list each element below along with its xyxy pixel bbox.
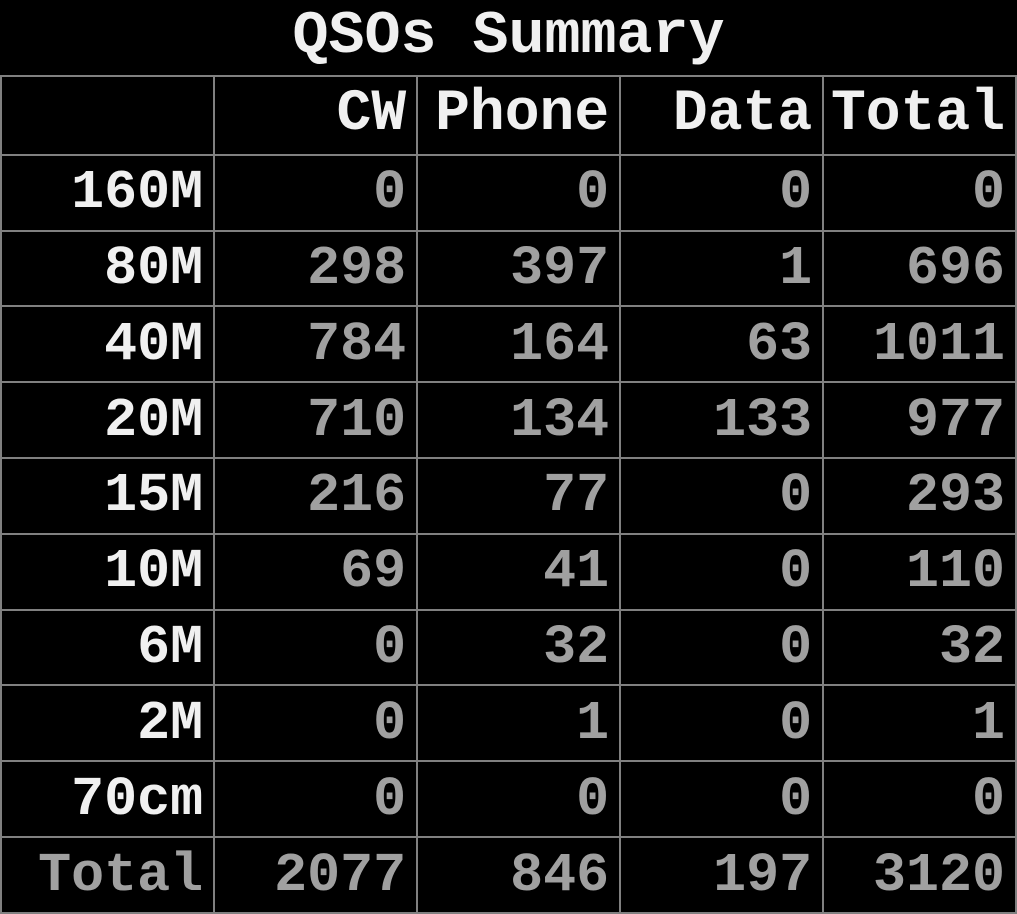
cell-phone: 134 bbox=[417, 382, 620, 458]
cell-data: 63 bbox=[620, 306, 823, 382]
cell-cw: 0 bbox=[214, 761, 417, 837]
cell-total: 293 bbox=[823, 458, 1016, 534]
total-data: 197 bbox=[620, 837, 823, 913]
cell-phone: 32 bbox=[417, 610, 620, 686]
cell-data: 0 bbox=[620, 458, 823, 534]
band-label: 160M bbox=[1, 155, 214, 231]
header-phone: Phone bbox=[417, 76, 620, 155]
cell-data: 0 bbox=[620, 761, 823, 837]
cell-total: 0 bbox=[823, 761, 1016, 837]
qsos-summary-container: QSOs Summary CW Phone Data Total 160M 0 … bbox=[0, 0, 1017, 914]
cell-data: 133 bbox=[620, 382, 823, 458]
cell-cw: 216 bbox=[214, 458, 417, 534]
band-label: 20M bbox=[1, 382, 214, 458]
cell-cw: 69 bbox=[214, 534, 417, 610]
cell-total: 1 bbox=[823, 685, 1016, 761]
total-total: 3120 bbox=[823, 837, 1016, 913]
table-row: 10M 69 41 0 110 bbox=[1, 534, 1016, 610]
qsos-summary-table: QSOs Summary CW Phone Data Total 160M 0 … bbox=[0, 0, 1017, 914]
cell-cw: 0 bbox=[214, 155, 417, 231]
cell-cw: 0 bbox=[214, 685, 417, 761]
table-row: 6M 0 32 0 32 bbox=[1, 610, 1016, 686]
cell-cw: 298 bbox=[214, 231, 417, 307]
cell-total: 110 bbox=[823, 534, 1016, 610]
cell-phone: 164 bbox=[417, 306, 620, 382]
cell-phone: 397 bbox=[417, 231, 620, 307]
table-title: QSOs Summary bbox=[1, 0, 1016, 76]
cell-cw: 784 bbox=[214, 306, 417, 382]
total-label: Total bbox=[1, 837, 214, 913]
band-label: 10M bbox=[1, 534, 214, 610]
cell-phone: 41 bbox=[417, 534, 620, 610]
band-label: 6M bbox=[1, 610, 214, 686]
table-row: 15M 216 77 0 293 bbox=[1, 458, 1016, 534]
cell-cw: 710 bbox=[214, 382, 417, 458]
cell-total: 32 bbox=[823, 610, 1016, 686]
header-total: Total bbox=[823, 76, 1016, 155]
header-data: Data bbox=[620, 76, 823, 155]
cell-data: 0 bbox=[620, 610, 823, 686]
cell-total: 696 bbox=[823, 231, 1016, 307]
cell-data: 1 bbox=[620, 231, 823, 307]
cell-phone: 1 bbox=[417, 685, 620, 761]
band-label: 2M bbox=[1, 685, 214, 761]
table-row: 40M 784 164 63 1011 bbox=[1, 306, 1016, 382]
table-row: 2M 0 1 0 1 bbox=[1, 685, 1016, 761]
table-row: 70cm 0 0 0 0 bbox=[1, 761, 1016, 837]
cell-phone: 0 bbox=[417, 761, 620, 837]
cell-phone: 77 bbox=[417, 458, 620, 534]
header-band bbox=[1, 76, 214, 155]
table-total-row: Total 2077 846 197 3120 bbox=[1, 837, 1016, 913]
table-header-row: CW Phone Data Total bbox=[1, 76, 1016, 155]
cell-data: 0 bbox=[620, 534, 823, 610]
table-row: 20M 710 134 133 977 bbox=[1, 382, 1016, 458]
band-label: 40M bbox=[1, 306, 214, 382]
table-title-row: QSOs Summary bbox=[1, 0, 1016, 76]
band-label: 70cm bbox=[1, 761, 214, 837]
cell-data: 0 bbox=[620, 155, 823, 231]
cell-data: 0 bbox=[620, 685, 823, 761]
total-phone: 846 bbox=[417, 837, 620, 913]
band-label: 15M bbox=[1, 458, 214, 534]
table-row: 80M 298 397 1 696 bbox=[1, 231, 1016, 307]
total-cw: 2077 bbox=[214, 837, 417, 913]
band-label: 80M bbox=[1, 231, 214, 307]
header-cw: CW bbox=[214, 76, 417, 155]
table-row: 160M 0 0 0 0 bbox=[1, 155, 1016, 231]
cell-cw: 0 bbox=[214, 610, 417, 686]
cell-total: 1011 bbox=[823, 306, 1016, 382]
cell-total: 0 bbox=[823, 155, 1016, 231]
cell-total: 977 bbox=[823, 382, 1016, 458]
cell-phone: 0 bbox=[417, 155, 620, 231]
